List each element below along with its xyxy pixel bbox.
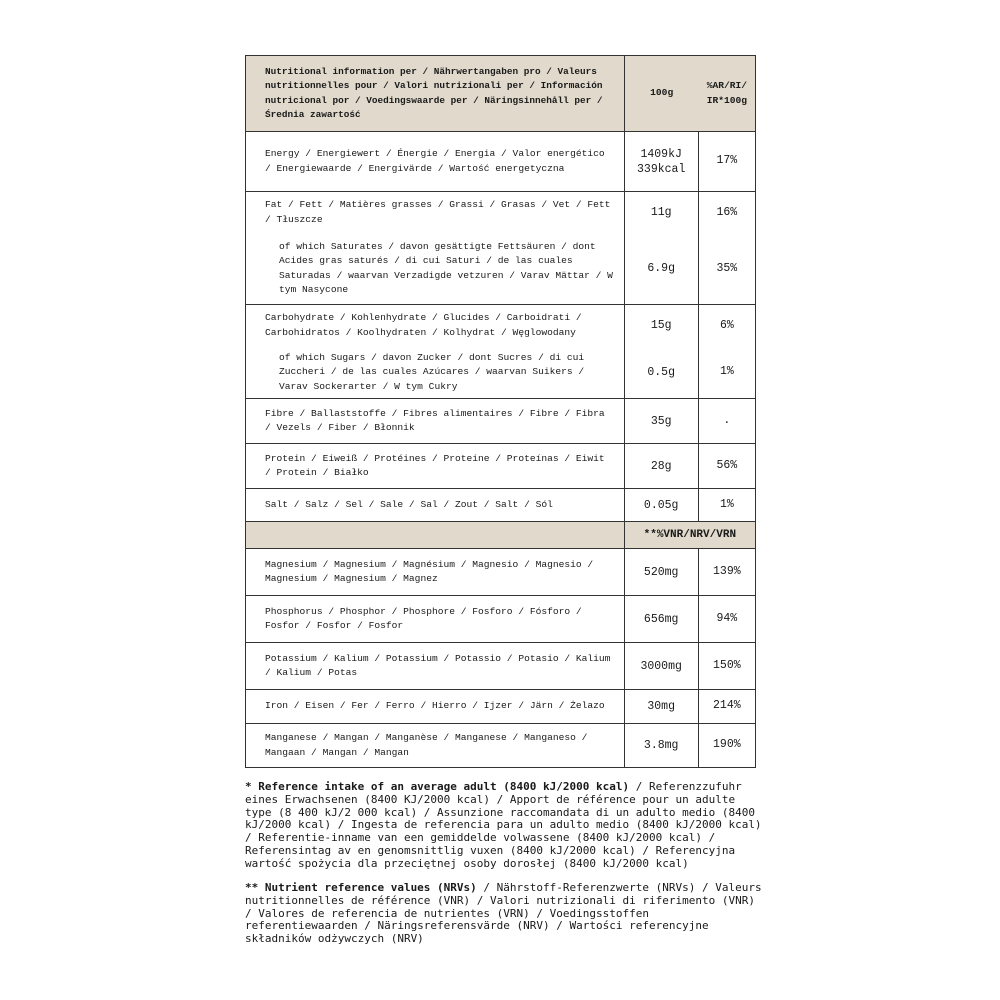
- nutrient-percent: .: [697, 398, 757, 444]
- nutrient-value: 11g: [623, 191, 699, 234]
- table-header-row: Nutritional information per / Nährwertan…: [245, 55, 757, 132]
- nutrient-label: Carbohydrate / Kohlenhydrate / Glucides …: [245, 304, 625, 347]
- nutrient-percent: 1%: [697, 488, 757, 522]
- nutrient-percent: 6%: [697, 304, 757, 347]
- nutrient-value: 28g: [623, 443, 699, 489]
- nutrient-percent: 35%: [697, 233, 757, 305]
- mineral-value: 3000mg: [623, 642, 699, 690]
- mineral-percent: 150%: [697, 642, 757, 690]
- nutrient-label: Salt / Salz / Sel / Sale / Sal / Zout / …: [245, 488, 625, 522]
- mineral-percent: 190%: [697, 723, 757, 768]
- nutrient-value: 0.05g: [623, 488, 699, 522]
- table-row: Salt / Salz / Sel / Sale / Sal / Zout / …: [245, 488, 757, 522]
- table-row: of which Sugars / davon Zucker / dont Su…: [245, 346, 757, 399]
- nutrient-percent: 16%: [697, 191, 757, 234]
- nutrient-label: of which Sugars / davon Zucker / dont Su…: [245, 346, 625, 399]
- nutrient-value: 0.5g: [623, 346, 699, 399]
- table-row: Energy / Energiewert / Énergie / Energia…: [245, 131, 757, 192]
- vnr-header-row: **%VNR/NRV/VRN: [245, 521, 757, 549]
- nutrition-table: Nutritional information per / Nährwertan…: [245, 55, 757, 768]
- mineral-label: Iron / Eisen / Fer / Ferro / Hierro / Ij…: [245, 689, 625, 724]
- table-row: Carbohydrate / Kohlenhydrate / Glucides …: [245, 304, 757, 347]
- nutrient-percent: 56%: [697, 443, 757, 489]
- table-row: Manganese / Mangan / Manganèse / Mangane…: [245, 723, 757, 768]
- footnote-nrv: ** Nutrient reference values (NRVs) / Nä…: [245, 881, 762, 946]
- mineral-label: Manganese / Mangan / Manganèse / Mangane…: [245, 723, 625, 768]
- nutrient-percent: 1%: [697, 346, 757, 399]
- mineral-value: 30mg: [623, 689, 699, 724]
- mineral-percent: 94%: [697, 595, 757, 643]
- table-row: Fibre / Ballaststoffe / Fibres alimentai…: [245, 398, 757, 444]
- table-row: Protein / Eiweiß / Protéines / Proteine …: [245, 443, 757, 489]
- nutrient-value: 15g: [623, 304, 699, 347]
- footnote-reference-intake: * Reference intake of an average adult (…: [245, 780, 762, 870]
- nutrient-label: Protein / Eiweiß / Protéines / Proteine …: [245, 443, 625, 489]
- header-ri: %AR/RI/ IR*100g: [706, 80, 747, 106]
- header-label: Nutritional information per / Nährwertan…: [245, 55, 625, 132]
- nutrient-label: Energy / Energiewert / Énergie / Energia…: [245, 131, 625, 192]
- nutrient-label: Fibre / Ballaststoffe / Fibres alimentai…: [245, 398, 625, 444]
- vnr-header: **%VNR/NRV/VRN: [623, 521, 757, 549]
- nutrient-value: 1409kJ 339kcal: [623, 131, 699, 192]
- nutrient-label: Fat / Fett / Matières grasses / Grassi /…: [245, 191, 625, 234]
- table-row: of which Saturates / davon gesättigte Fe…: [245, 233, 757, 305]
- table-row: Fat / Fett / Matières grasses / Grassi /…: [245, 191, 757, 234]
- mineral-label: Magnesium / Magnesium / Magnésium / Magn…: [245, 548, 625, 596]
- table-row: Potassium / Kalium / Potassium / Potassi…: [245, 642, 757, 690]
- nutrient-percent: 17%: [697, 131, 757, 192]
- table-row: Magnesium / Magnesium / Magnésium / Magn…: [245, 548, 757, 596]
- mineral-value: 656mg: [623, 595, 699, 643]
- nutrient-value: 35g: [623, 398, 699, 444]
- mineral-label: Potassium / Kalium / Potassium / Potassi…: [245, 642, 625, 690]
- nutrient-label: of which Saturates / davon gesättigte Fe…: [245, 233, 625, 305]
- table-row: Iron / Eisen / Fer / Ferro / Hierro / Ij…: [245, 689, 757, 724]
- header-100g: 100g: [650, 87, 674, 99]
- mineral-label: Phosphorus / Phosphor / Phosphore / Fosf…: [245, 595, 625, 643]
- mineral-percent: 214%: [697, 689, 757, 724]
- mineral-value: 3.8mg: [623, 723, 699, 768]
- mineral-percent: 139%: [697, 548, 757, 596]
- mineral-value: 520mg: [623, 548, 699, 596]
- nutrient-value: 6.9g: [623, 233, 699, 305]
- table-row: Phosphorus / Phosphor / Phosphore / Fosf…: [245, 595, 757, 643]
